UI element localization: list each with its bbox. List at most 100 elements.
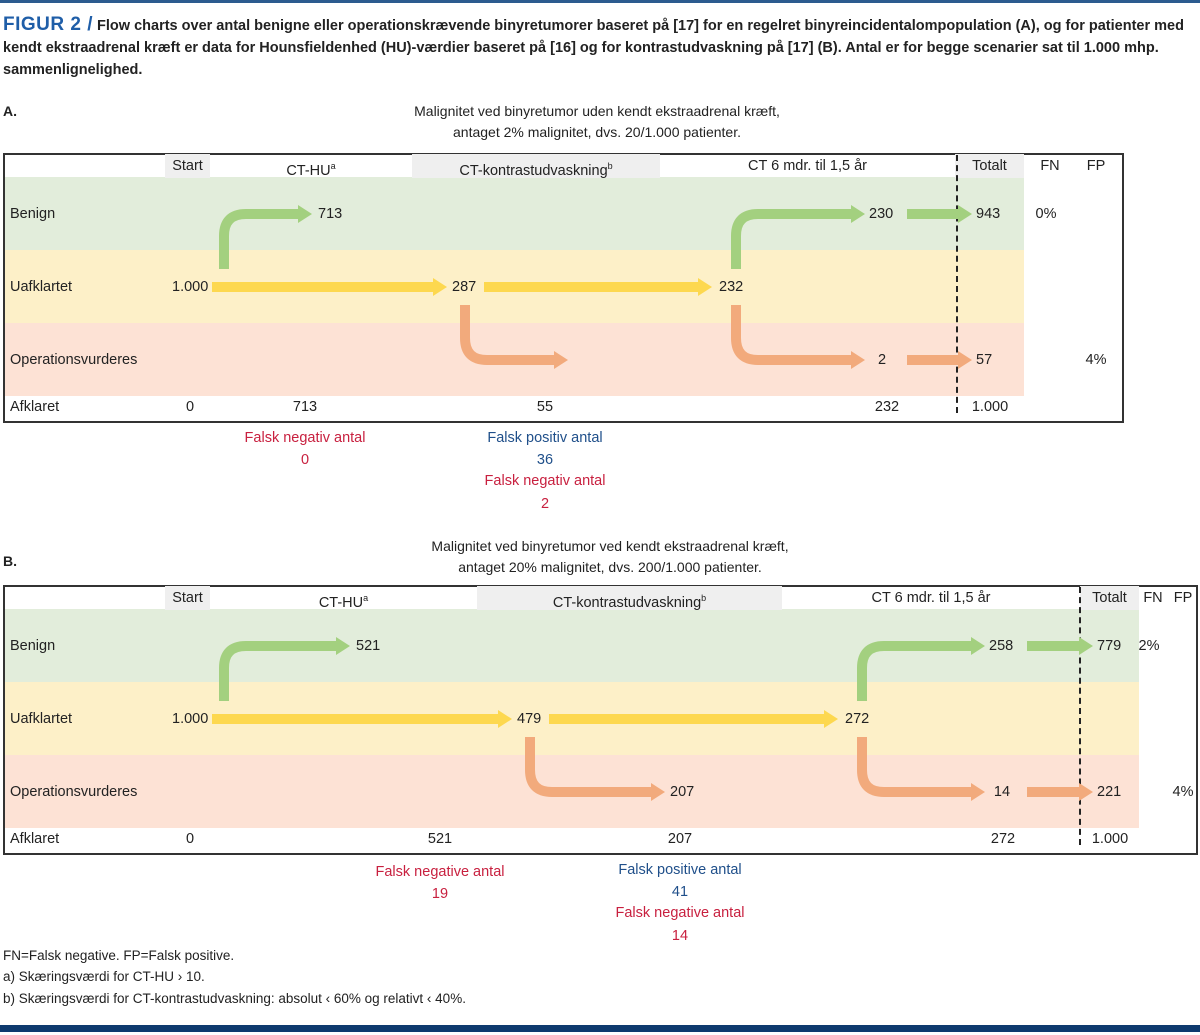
panel-letter: B.: [3, 553, 17, 569]
value-start: 1.000: [172, 711, 209, 727]
false-positive-value-kontrast: 41: [671, 884, 689, 900]
footnote-abbrev: FN=Falsk negative. FP=Falsk positive.: [3, 948, 235, 963]
arrow-ct6-to-operations: [857, 737, 985, 801]
header-ct-6mdr: CT 6 mdr. til 1,5 år: [782, 586, 1080, 610]
value-operations-kontrast: 207: [670, 784, 695, 800]
header-ct-kontrast-label: CT-kontrastudvaskning: [459, 162, 608, 179]
value-benign-ct6: 230: [869, 206, 894, 222]
arrow-unclear-to-unclear: [549, 710, 838, 728]
header-totalt-label: Totalt: [972, 158, 1007, 174]
arrow-ct6-to-benign: [857, 637, 985, 701]
false-negative-value-ct-hu: 19: [431, 886, 449, 902]
value-total-operations: 221: [1097, 784, 1122, 800]
fn-percent: 0%: [1035, 206, 1057, 222]
caption-text: Flow charts over antal benigne eller ope…: [3, 18, 1184, 78]
bottom-rule: [0, 1025, 1200, 1032]
false-negative-value-ct-hu: 0: [300, 452, 310, 468]
false-positive-label-kontrast: Falsk positiv antal: [487, 430, 603, 446]
header-ct-kontrast-label: CT-kontrastudvaskning: [552, 594, 702, 611]
fn-percent: 2%: [1138, 638, 1160, 654]
false-negative-label-ct-hu: Falsk negative antal: [375, 864, 505, 880]
header-ct-hu: CT-HUa: [210, 586, 477, 611]
arrow-benign-to-total: [907, 205, 972, 223]
value-unclear-kontrast: 287: [452, 279, 477, 295]
header-fp: FP: [1173, 590, 1193, 606]
figure-caption: FIGUR 2 / Flow charts over antal benigne…: [3, 14, 1198, 81]
header-ct-hu: CT-HUa: [210, 154, 412, 179]
value-start: 1.000: [172, 279, 209, 295]
header-ct-6mdr-label: CT 6 mdr. til 1,5 år: [748, 158, 867, 174]
figure-label: FIGUR 2 /: [3, 14, 94, 35]
panel-letter: A.: [3, 103, 17, 119]
row-label-afklaret: Afklaret: [10, 399, 60, 415]
footnote-b: b) Skæringsværdi for CT-kontrastudvaskni…: [3, 991, 466, 1006]
header-totalt: Totalt: [955, 154, 1024, 178]
totals-divider: [1079, 587, 1081, 845]
afklaret-total: 1.000: [971, 399, 1009, 415]
false-negative-label-kontrast: Falsk negative antal: [615, 905, 745, 921]
panel-subtitle-line2: antaget 2% malignitet, dvs. 20/1.000 pat…: [453, 124, 741, 140]
afklaret-ct6: 272: [990, 831, 1016, 847]
row-label-uafklaret: Uafklartet: [10, 279, 73, 295]
value-operations-ct6: 14: [993, 784, 1011, 800]
header-fn: FN: [1040, 158, 1060, 174]
arrow-operations-to-total: [907, 351, 972, 369]
header-fn: FN: [1143, 590, 1163, 606]
false-negative-label-kontrast: Falsk negativ antal: [484, 473, 606, 489]
value-operations-ct6: 2: [877, 352, 887, 368]
header-start: Start: [165, 154, 210, 178]
header-start: Start: [165, 586, 210, 610]
arrow-kontrast-to-operations: [525, 737, 665, 801]
afklaret-total: 1.000: [1091, 831, 1129, 847]
value-unclear-kontrast: 479: [517, 711, 542, 727]
arrow-start-to-benign: [219, 205, 312, 269]
fp-percent: 4%: [1172, 784, 1194, 800]
false-negative-label-ct-hu: Falsk negativ antal: [244, 430, 366, 446]
header-ct-kontrast: CT-kontrastudvaskningb: [412, 154, 660, 179]
row-label-operations: Operationsvurderes: [10, 352, 138, 368]
false-positive-label-kontrast: Falsk positive antal: [618, 862, 742, 878]
afklaret-start: 0: [185, 399, 195, 415]
row-label-uafklaret: Uafklartet: [10, 711, 73, 727]
false-positive-value-kontrast: 36: [536, 452, 554, 468]
value-benign-ct-hu: 521: [356, 638, 381, 654]
false-negative-value-kontrast: 2: [540, 496, 550, 512]
arrow-unclear-to-unclear: [484, 278, 712, 296]
afklaret-kontrast: 207: [667, 831, 693, 847]
afklaret-ct6: 232: [874, 399, 900, 415]
row-label-afklaret: Afklaret: [10, 831, 60, 847]
header-ct-6mdr-label: CT 6 mdr. til 1,5 år: [871, 590, 991, 606]
value-unclear-ct6: 232: [719, 279, 744, 295]
arrow-ct6-to-benign: [731, 205, 865, 269]
value-total-operations: 57: [976, 352, 993, 368]
panel-subtitle-line1: Malignitet ved binyretumor uden kendt ek…: [414, 103, 780, 119]
header-start-label: Start: [172, 158, 203, 174]
row-label-operations: Operationsvurderes: [10, 784, 138, 800]
header-ct-hu-footnote-mark: a: [363, 593, 369, 603]
afklaret-kontrast: 55: [536, 399, 554, 415]
false-negative-value-kontrast: 14: [671, 928, 689, 944]
header-fp: FP: [1086, 158, 1106, 174]
value-benign-ct6: 258: [989, 638, 1014, 654]
header-ct-hu-label: CT-HU: [286, 162, 331, 179]
afklaret-ct-hu: 713: [292, 399, 318, 415]
arrow-benign-to-total: [1027, 637, 1093, 655]
arrow-operations-to-total: [1027, 783, 1093, 801]
row-label-benign: Benign: [10, 638, 56, 654]
header-ct-6mdr: CT 6 mdr. til 1,5 år: [660, 154, 955, 178]
header-totalt: Totalt: [1080, 586, 1139, 610]
value-total-benign: 779: [1097, 638, 1122, 654]
afklaret-ct-hu: 521: [427, 831, 453, 847]
arrow-kontrast-to-operations: [460, 305, 568, 369]
header-ct-hu-label: CT-HU: [318, 594, 364, 611]
arrow-ct6-to-operations: [731, 305, 865, 369]
value-unclear-ct6: 272: [845, 711, 870, 727]
header-ct-kontrast: CT-kontrastudvaskningb: [477, 586, 782, 611]
header-ct-kontrast-footnote-mark: b: [607, 161, 613, 171]
header-totalt-label: Totalt: [1092, 590, 1127, 606]
footnote-a: a) Skæringsværdi for CT-HU › 10.: [3, 969, 205, 984]
header-ct-kontrast-footnote-mark: b: [701, 593, 707, 603]
panel-subtitle-line1: Malignitet ved binyretumor ved kendt eks…: [431, 538, 789, 554]
afklaret-start: 0: [185, 831, 195, 847]
